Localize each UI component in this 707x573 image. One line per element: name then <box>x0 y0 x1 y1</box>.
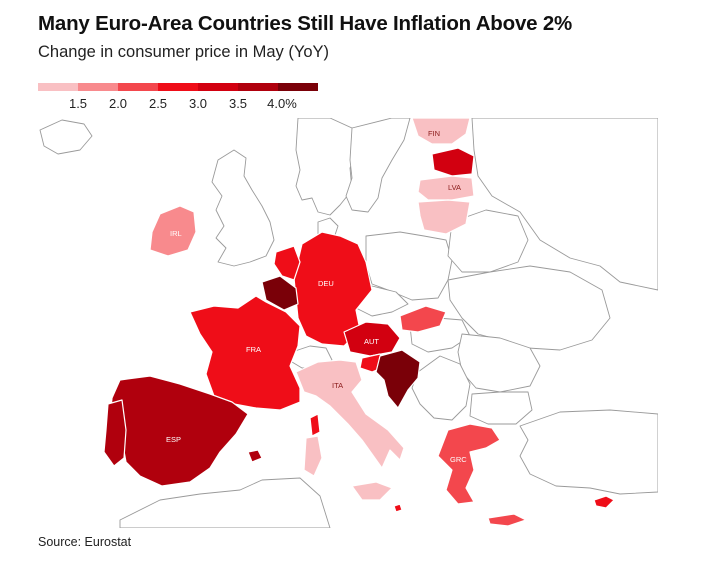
country-latvia <box>417 175 475 201</box>
legend-swatch-3 <box>118 83 158 91</box>
land-belarus <box>447 209 529 273</box>
country-belgium <box>261 275 299 311</box>
country-greece <box>437 423 501 505</box>
land-turkey <box>519 409 658 495</box>
label-aut: AUT <box>364 337 379 346</box>
country-netherlands <box>273 245 301 281</box>
country-croatia <box>375 349 421 409</box>
land-north-africa <box>119 477 331 528</box>
legend-swatch-4 <box>158 83 198 91</box>
country-austria <box>343 321 401 357</box>
country-labels: FIN LVA IRL DEU FRA AUT ITA ESP GRC <box>166 129 467 464</box>
land-great-britain <box>211 149 275 267</box>
country-lithuania <box>417 199 471 235</box>
country-italy <box>295 359 405 469</box>
legend-tick: 1.5 <box>68 96 88 111</box>
country-finland <box>411 118 471 145</box>
label-fin: FIN <box>428 129 440 138</box>
country-spain-balearics <box>247 449 263 463</box>
euro-countries <box>103 118 527 527</box>
land-iceland-coast <box>39 119 93 155</box>
legend-swatch-7 <box>278 83 318 91</box>
legend-swatch-6 <box>238 83 278 91</box>
legend-tick: 3.5 <box>228 96 248 111</box>
country-france <box>189 295 301 411</box>
country-portugal <box>103 399 127 467</box>
chart-title: Many Euro-Area Countries Still Have Infl… <box>38 12 573 35</box>
legend-tick: 3.0 <box>188 96 208 111</box>
legend-tick: 4.0% <box>267 96 297 111</box>
chart-subtitle: Change in consumer price in May (YoY) <box>38 43 330 61</box>
land-poland <box>365 231 453 301</box>
country-ireland <box>149 205 197 257</box>
label-deu: DEU <box>318 279 334 288</box>
land-cyprus <box>593 495 615 509</box>
label-lva: LVA <box>448 183 461 192</box>
land-ukraine <box>447 265 611 351</box>
country-malta <box>393 503 403 513</box>
label-esp: ESP <box>166 435 181 444</box>
country-france-corsica <box>309 413 321 437</box>
country-greece-crete <box>487 513 527 527</box>
label-grc: GRC <box>450 455 467 464</box>
legend-tick: 2.0 <box>108 96 128 111</box>
land-balkans <box>411 355 471 421</box>
country-italy-sardinia <box>303 435 323 477</box>
land-russia <box>471 118 658 291</box>
land-sweden-south <box>345 118 411 213</box>
country-estonia <box>431 147 475 177</box>
label-irl: IRL <box>170 229 182 238</box>
legend-tick: 2.5 <box>148 96 168 111</box>
europe-map: FIN LVA IRL DEU FRA AUT ITA ESP GRC <box>39 118 658 528</box>
legend-swatch-2 <box>78 83 118 91</box>
legend-swatch-1 <box>38 83 78 91</box>
country-italy-sicily <box>351 481 393 501</box>
source-note: Source: Eurostat <box>38 535 132 549</box>
non-euro-land <box>39 118 658 528</box>
country-slovakia <box>399 305 447 333</box>
label-fra: FRA <box>246 345 261 354</box>
land-bulgaria <box>469 391 533 425</box>
legend-swatch-5 <box>198 83 238 91</box>
label-ita: ITA <box>332 381 343 390</box>
color-legend: 1.5 2.0 2.5 3.0 3.5 4.0% <box>38 83 318 113</box>
land-romania <box>457 333 541 393</box>
